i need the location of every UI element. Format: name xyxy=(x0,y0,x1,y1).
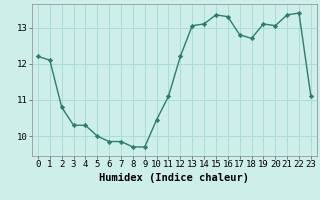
X-axis label: Humidex (Indice chaleur): Humidex (Indice chaleur) xyxy=(100,173,249,183)
